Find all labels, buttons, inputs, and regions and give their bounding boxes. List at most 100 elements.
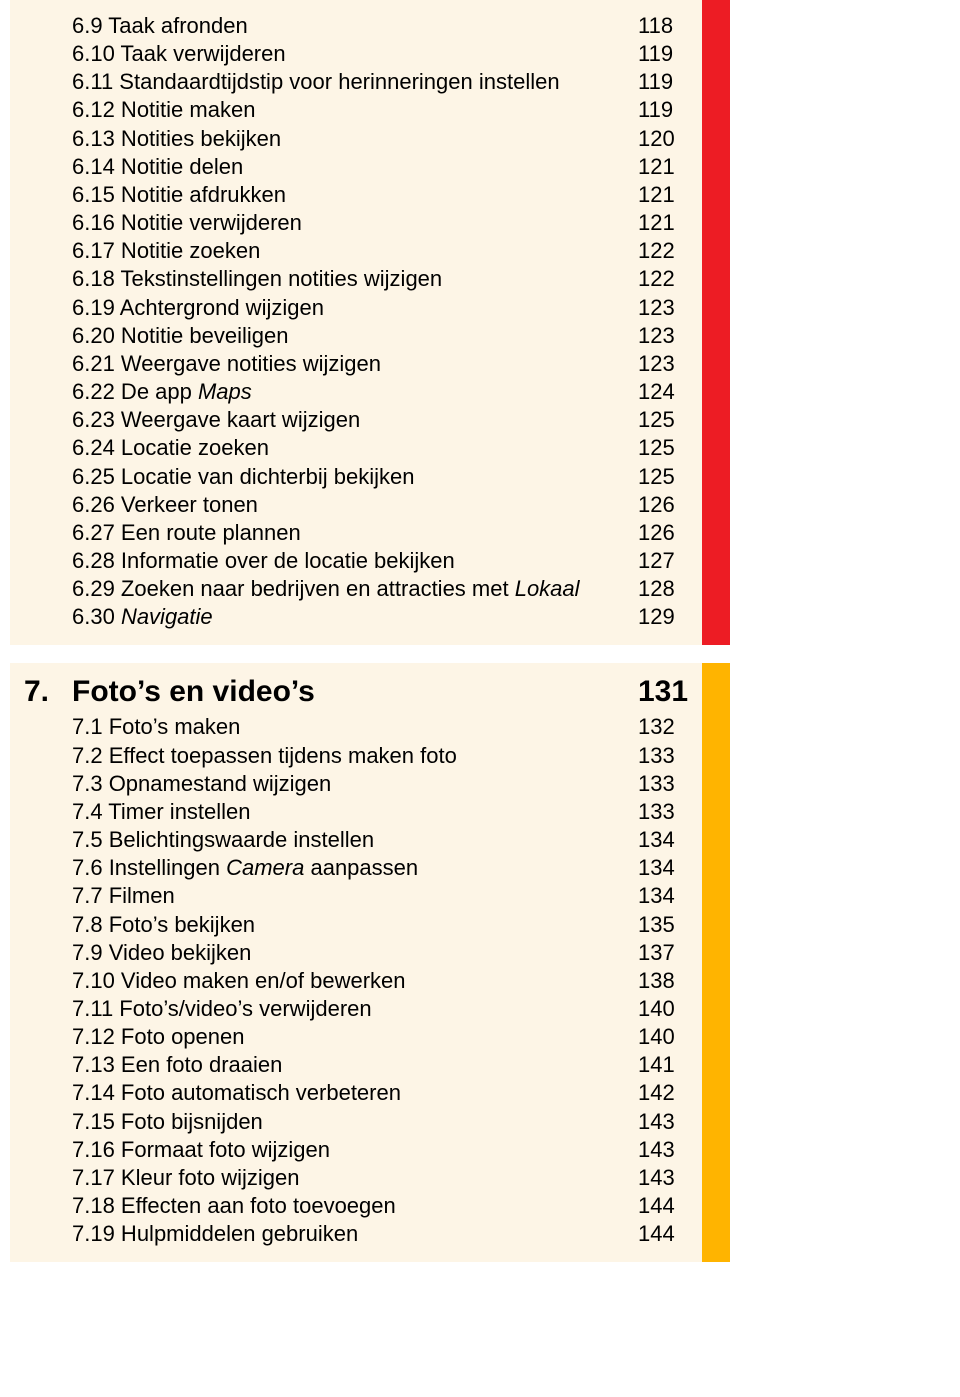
toc-entry-label: 7.14 Foto automatisch verbeteren <box>72 1079 638 1107</box>
toc-entry-label: 7.18 Effecten aan foto toevoegen <box>72 1192 638 1220</box>
toc-row: 6.24 Locatie zoeken125 <box>72 434 960 462</box>
toc-entry-page: 122 <box>638 237 708 265</box>
toc-entry-label: 6.19 Achtergrond wijzigen <box>72 294 638 322</box>
toc-entry-page: 125 <box>638 463 708 491</box>
toc-entry-label: 6.28 Informatie over de locatie bekijken <box>72 547 638 575</box>
toc-entry-page: 144 <box>638 1192 708 1220</box>
toc-entry-page: 133 <box>638 770 708 798</box>
toc-entry-label: 7.16 Formaat foto wijzigen <box>72 1136 638 1164</box>
toc-row: 7.3 Opnamestand wijzigen133 <box>72 770 960 798</box>
toc-entry-page: 126 <box>638 519 708 547</box>
toc-entry-page: 123 <box>638 322 708 350</box>
toc-row: 6.9 Taak afronden118 <box>72 12 960 40</box>
toc-entry-label: 7.1 Foto’s maken <box>72 713 638 741</box>
toc-entry-label: 6.11 Standaardtijdstip voor herinneringe… <box>72 68 638 96</box>
toc-row: 7.8 Foto’s bekijken135 <box>72 911 960 939</box>
toc-entry-page: 121 <box>638 181 708 209</box>
toc-entry-page: 124 <box>638 378 708 406</box>
toc-entry-page: 127 <box>638 547 708 575</box>
toc-entry-label: 7.5 Belichtingswaarde instellen <box>72 826 638 854</box>
toc-row: 7.18 Effecten aan foto toevoegen144 <box>72 1192 960 1220</box>
chapter-page-number: 131 <box>638 675 708 709</box>
toc-entry-label: 6.13 Notities bekijken <box>72 125 638 153</box>
toc-row: 6.26 Verkeer tonen126 <box>72 491 960 519</box>
toc-entry-page: 120 <box>638 125 708 153</box>
toc-row: 6.29 Zoeken naar bedrijven en attracties… <box>72 575 960 603</box>
toc-entry-page: 125 <box>638 406 708 434</box>
toc-entry-label: 7.3 Opnamestand wijzigen <box>72 770 638 798</box>
toc-entry-label: 6.16 Notitie verwijderen <box>72 209 638 237</box>
toc-row: 6.11 Standaardtijdstip voor herinneringe… <box>72 68 960 96</box>
toc-entry-label: 7.12 Foto openen <box>72 1023 638 1051</box>
toc-row: 6.21 Weergave notities wijzigen123 <box>72 350 960 378</box>
toc-entry-page: 143 <box>638 1136 708 1164</box>
toc-row: 7.15 Foto bijsnijden143 <box>72 1108 960 1136</box>
toc-entry-label: 7.6 Instellingen Camera aanpassen <box>72 854 638 882</box>
section-color-bar-red <box>702 0 730 645</box>
toc-row: 6.30 Navigatie129 <box>72 603 960 631</box>
toc-entry-label: 6.27 Een route plannen <box>72 519 638 547</box>
toc-entry-label: 7.9 Video bekijken <box>72 939 638 967</box>
toc-entry-label: 6.29 Zoeken naar bedrijven en attracties… <box>72 575 638 603</box>
toc-entry-label: 7.2 Effect toepassen tijdens maken foto <box>72 742 638 770</box>
toc-entry-label: 6.26 Verkeer tonen <box>72 491 638 519</box>
toc-entry-label: 6.14 Notitie delen <box>72 153 638 181</box>
toc-entry-page: 140 <box>638 995 708 1023</box>
toc-entry-label: 6.23 Weergave kaart wijzigen <box>72 406 638 434</box>
toc-entry-page: 121 <box>638 209 708 237</box>
toc-row: 7.1 Foto’s maken132 <box>72 713 960 741</box>
toc-entry-page: 143 <box>638 1164 708 1192</box>
toc-rows-container: 6.9 Taak afronden1186.10 Taak verwijdere… <box>0 12 960 631</box>
toc-row: 6.19 Achtergrond wijzigen123 <box>72 294 960 322</box>
toc-row: 6.20 Notitie beveiligen123 <box>72 322 960 350</box>
toc-entry-page: 122 <box>638 265 708 293</box>
toc-entry-label: 6.18 Tekstinstellingen notities wijzigen <box>72 265 638 293</box>
toc-entry-label: 7.4 Timer instellen <box>72 798 638 826</box>
toc-entry-page: 123 <box>638 294 708 322</box>
chapter-number: 7. <box>24 675 72 709</box>
toc-entry-page: 143 <box>638 1108 708 1136</box>
toc-row: 6.17 Notitie zoeken122 <box>72 237 960 265</box>
toc-row: 7.11 Foto’s/video’s verwijderen140 <box>72 995 960 1023</box>
toc-row: 7.10 Video maken en/of bewerken138 <box>72 967 960 995</box>
toc-row: 7.19 Hulpmiddelen gebruiken144 <box>72 1220 960 1248</box>
toc-entry-label: 6.20 Notitie beveiligen <box>72 322 638 350</box>
toc-entry-label: 6.17 Notitie zoeken <box>72 237 638 265</box>
toc-entry-label: 7.8 Foto’s bekijken <box>72 911 638 939</box>
toc-section-content: 7. Foto’s en video’s 131 7.1 Foto’s make… <box>0 675 960 1248</box>
toc-entry-page: 129 <box>638 603 708 631</box>
toc-entry-page: 118 <box>638 12 708 40</box>
toc-row: 6.18 Tekstinstellingen notities wijzigen… <box>72 265 960 293</box>
toc-entry-page: 140 <box>638 1023 708 1051</box>
toc-row: 7.4 Timer instellen133 <box>72 798 960 826</box>
toc-row: 7.9 Video bekijken137 <box>72 939 960 967</box>
chapter-heading-row: 7. Foto’s en video’s 131 <box>72 675 960 709</box>
toc-entry-page: 123 <box>638 350 708 378</box>
toc-entry-label: 6.24 Locatie zoeken <box>72 434 638 462</box>
toc-entry-label: 6.30 Navigatie <box>72 603 638 631</box>
toc-entry-label: 7.13 Een foto draaien <box>72 1051 638 1079</box>
toc-entry-label: 7.15 Foto bijsnijden <box>72 1108 638 1136</box>
toc-entry-label: 6.10 Taak verwijderen <box>72 40 638 68</box>
toc-entry-label: 6.22 De app Maps <box>72 378 638 406</box>
toc-entry-label: 6.21 Weergave notities wijzigen <box>72 350 638 378</box>
toc-entry-label: 7.19 Hulpmiddelen gebruiken <box>72 1220 638 1248</box>
toc-section-7: 7. Foto’s en video’s 131 7.1 Foto’s make… <box>0 663 960 1262</box>
toc-entry-page: 142 <box>638 1079 708 1107</box>
toc-row: 6.23 Weergave kaart wijzigen125 <box>72 406 960 434</box>
chapter-title: Foto’s en video’s <box>72 675 638 709</box>
toc-entry-page: 119 <box>638 40 708 68</box>
toc-row: 6.25 Locatie van dichterbij bekijken125 <box>72 463 960 491</box>
toc-row: 6.14 Notitie delen121 <box>72 153 960 181</box>
section-color-bar-orange <box>702 663 730 1262</box>
toc-row: 7.12 Foto openen140 <box>72 1023 960 1051</box>
toc-entry-label: 6.12 Notitie maken <box>72 96 638 124</box>
toc-entry-label: 6.9 Taak afronden <box>72 12 638 40</box>
toc-entry-page: 138 <box>638 967 708 995</box>
toc-row: 7.16 Formaat foto wijzigen143 <box>72 1136 960 1164</box>
toc-entry-page: 134 <box>638 826 708 854</box>
toc-entry-page: 132 <box>638 713 708 741</box>
toc-row: 7.5 Belichtingswaarde instellen134 <box>72 826 960 854</box>
toc-entry-label: 6.15 Notitie afdrukken <box>72 181 638 209</box>
toc-entry-page: 133 <box>638 742 708 770</box>
